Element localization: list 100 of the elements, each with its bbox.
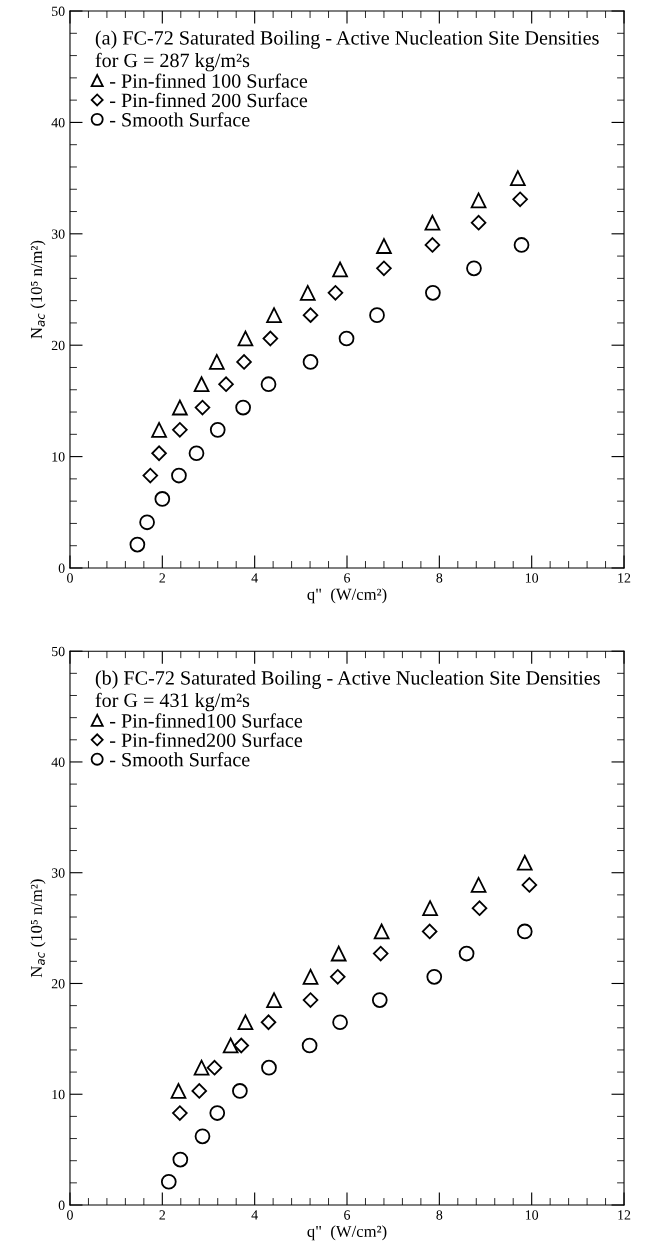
point (151, 422, 167, 438)
point (330, 945, 347, 962)
x-tick-label: 12 (618, 573, 631, 583)
point (458, 945, 475, 962)
y-tick-label: 10 (52, 452, 65, 462)
point (369, 307, 385, 323)
point (424, 214, 441, 231)
point (209, 422, 226, 438)
point (193, 376, 210, 393)
x-tick-label: 4 (251, 1210, 258, 1220)
point (233, 1037, 250, 1054)
point (222, 1037, 239, 1054)
x-tick-label: 4 (251, 573, 258, 583)
point (332, 1014, 348, 1031)
y-tick-label: 20 (51, 979, 65, 989)
point (373, 923, 390, 940)
x-tick-label: 0 (67, 573, 73, 583)
point (188, 445, 205, 462)
point (154, 491, 171, 507)
point (471, 900, 488, 916)
point (329, 969, 346, 985)
x-tick-label: 10 (525, 573, 539, 583)
point (338, 330, 355, 347)
point (218, 376, 234, 392)
point (424, 237, 441, 253)
y-tick-label: 40 (51, 118, 65, 128)
point (466, 260, 482, 277)
point (509, 170, 526, 186)
point (172, 422, 188, 438)
y-tick-label: 30 (51, 868, 65, 878)
x-tick-label: 10 (525, 1210, 539, 1220)
x-tick-label: 2 (159, 573, 166, 583)
y-tick-label: 30 (51, 229, 65, 239)
point (372, 945, 389, 962)
y-axis-title: N$_{ac}$ (10⁵ n/m²) (30, 240, 46, 339)
text: for G = 431 kg/m²s (95, 692, 250, 712)
point (236, 354, 252, 370)
text: for G = 287 kg/m²s (95, 52, 250, 72)
point (142, 467, 159, 484)
point (470, 877, 487, 893)
point (376, 238, 392, 254)
point (371, 992, 388, 1008)
legend-label: - Pin-finned100 Surface (110, 713, 303, 728)
y-tick-label: 50 (52, 6, 65, 16)
y-tick-label: 50 (52, 646, 65, 657)
legend-label: - Smooth Surface (110, 752, 250, 767)
point (260, 376, 277, 393)
x-tick-label: 0 (67, 1210, 73, 1220)
x-axis-title: q" (W/cm²) (307, 588, 387, 604)
point (425, 284, 441, 301)
point (129, 536, 146, 553)
point (299, 284, 316, 301)
point (266, 307, 282, 323)
point (170, 1083, 187, 1099)
point (512, 191, 528, 208)
point (237, 330, 254, 347)
y-tick-label: 40 (51, 757, 65, 767)
point (194, 1128, 211, 1145)
point (260, 1014, 277, 1031)
point (513, 237, 530, 253)
point (172, 1105, 188, 1121)
point (160, 1173, 177, 1190)
point (172, 1151, 189, 1168)
point (237, 1014, 254, 1031)
y-tick-label: 20 (51, 340, 65, 351)
point (521, 877, 538, 893)
point (327, 285, 344, 301)
y-tick-label: 0 (58, 1200, 65, 1210)
point (470, 214, 487, 231)
point (301, 1037, 318, 1054)
point (193, 1059, 210, 1076)
point (172, 399, 188, 416)
point (422, 900, 438, 917)
point (262, 330, 279, 347)
x-tick-label: 2 (159, 1210, 166, 1220)
y-tick-label: 0 (58, 563, 65, 573)
legend-label: - Pin-finned 200 Surface (110, 92, 308, 108)
point (302, 968, 319, 985)
point (302, 992, 319, 1008)
point (194, 399, 211, 416)
point (332, 261, 348, 278)
point (151, 445, 167, 462)
point (516, 854, 533, 871)
legend-label: - Pin-finned200 Surface (110, 732, 303, 748)
point (232, 1083, 248, 1099)
point (266, 992, 282, 1008)
point (426, 968, 443, 985)
point (208, 354, 225, 370)
point (470, 192, 487, 209)
point (139, 514, 155, 531)
x-tick-label: 8 (436, 1210, 443, 1220)
point (209, 1105, 226, 1121)
x-tick-label: 12 (618, 1210, 631, 1220)
x-tick-label: 6 (344, 573, 351, 583)
x-tick-label: 6 (344, 1210, 351, 1220)
point (261, 1059, 277, 1076)
y-tick-label: 10 (52, 1089, 65, 1100)
point (235, 399, 251, 416)
point (376, 260, 392, 277)
point (191, 1083, 208, 1099)
